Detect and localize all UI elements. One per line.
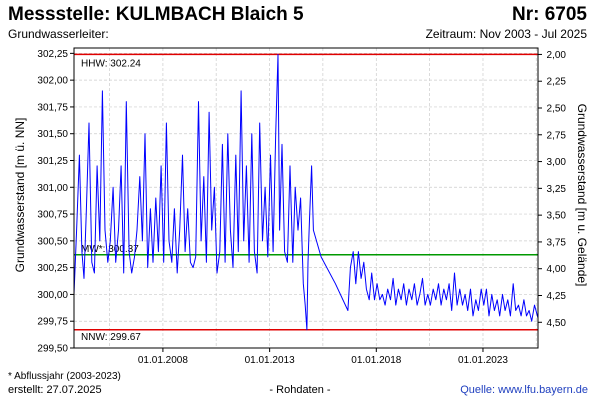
y2-tick-label: 2,25 — [547, 77, 567, 88]
y2-tick-label: 4,00 — [547, 264, 567, 275]
reference-line-label: MW*: 300.37 — [81, 244, 139, 255]
footnote: * Abflussjahr (2003-2023) — [8, 371, 121, 382]
y2-tick-label: 3,75 — [547, 237, 567, 248]
x-tick-label: 01.01.2023 — [458, 355, 508, 366]
y2-tick-label: 3,25 — [547, 184, 567, 195]
y-tick-label: 302,25 — [37, 49, 68, 60]
period-label: Zeitraum: Nov 2003 - Jul 2025 — [425, 27, 587, 41]
created-date: erstellt: 27.07.2025 — [8, 384, 102, 396]
y2-axis-label: Grundwasserstand [m u. Gelände] — [575, 104, 589, 287]
grid — [74, 48, 538, 349]
raw-data-label: - Rohdaten - — [269, 384, 331, 396]
y-tick-label: 300,50 — [37, 236, 68, 247]
x-tick-label: 01.01.2013 — [245, 355, 295, 366]
aquifer-label: Grundwasserleiter: — [8, 27, 109, 41]
plot-frame — [73, 47, 539, 349]
y-axis-label: Grundwasserstand [m ü. NN] — [13, 118, 27, 273]
y-tick-label: 300,25 — [37, 263, 68, 274]
y-tick-label: 299,50 — [37, 344, 68, 355]
y-tick-label: 300,75 — [37, 210, 68, 221]
y-tick-label: 301,75 — [37, 102, 68, 113]
x-tick-label: 01.01.2018 — [351, 355, 401, 366]
station-number: Nr: 6705 — [512, 4, 587, 25]
axes: 302,25 302,00 301,75 301,50 301,25 301,00 300,… — [37, 47, 567, 366]
y2-tick-label: 3,00 — [547, 157, 567, 168]
y-tick-label: 301,00 — [37, 183, 68, 194]
station-title: Messstelle: KULMBACH Blaich 5 — [8, 4, 304, 25]
series-layer — [73, 53, 539, 331]
y-tick-label: 302,00 — [37, 76, 68, 87]
y2-tick-label: 3,50 — [547, 211, 567, 222]
y2-tick-label: 2,00 — [547, 50, 567, 61]
x-tick-label: 01.01.2008 — [138, 355, 188, 366]
reference-line-label: NNW: 299.67 — [81, 332, 141, 343]
y2-tick-label: 2,75 — [547, 130, 567, 141]
y-tick-label: 300,00 — [37, 290, 68, 301]
y-tick-label: 301,50 — [37, 129, 68, 140]
groundwater-level-line — [73, 53, 539, 331]
y-tick-label: 301,25 — [37, 156, 68, 167]
y2-tick-label: 4,25 — [547, 291, 567, 302]
reference-lines: HHW: 302.24 MW*: 300.37 NNW: 299.67 — [74, 53, 538, 343]
y-tick-label: 299,75 — [37, 317, 68, 328]
y2-tick-label: 2,50 — [547, 104, 567, 115]
y2-tick-label: 4,50 — [547, 318, 567, 329]
source-link[interactable]: Quelle: www.lfu.bayern.de — [460, 384, 588, 396]
reference-line-label: HHW: 302.24 — [81, 58, 141, 69]
